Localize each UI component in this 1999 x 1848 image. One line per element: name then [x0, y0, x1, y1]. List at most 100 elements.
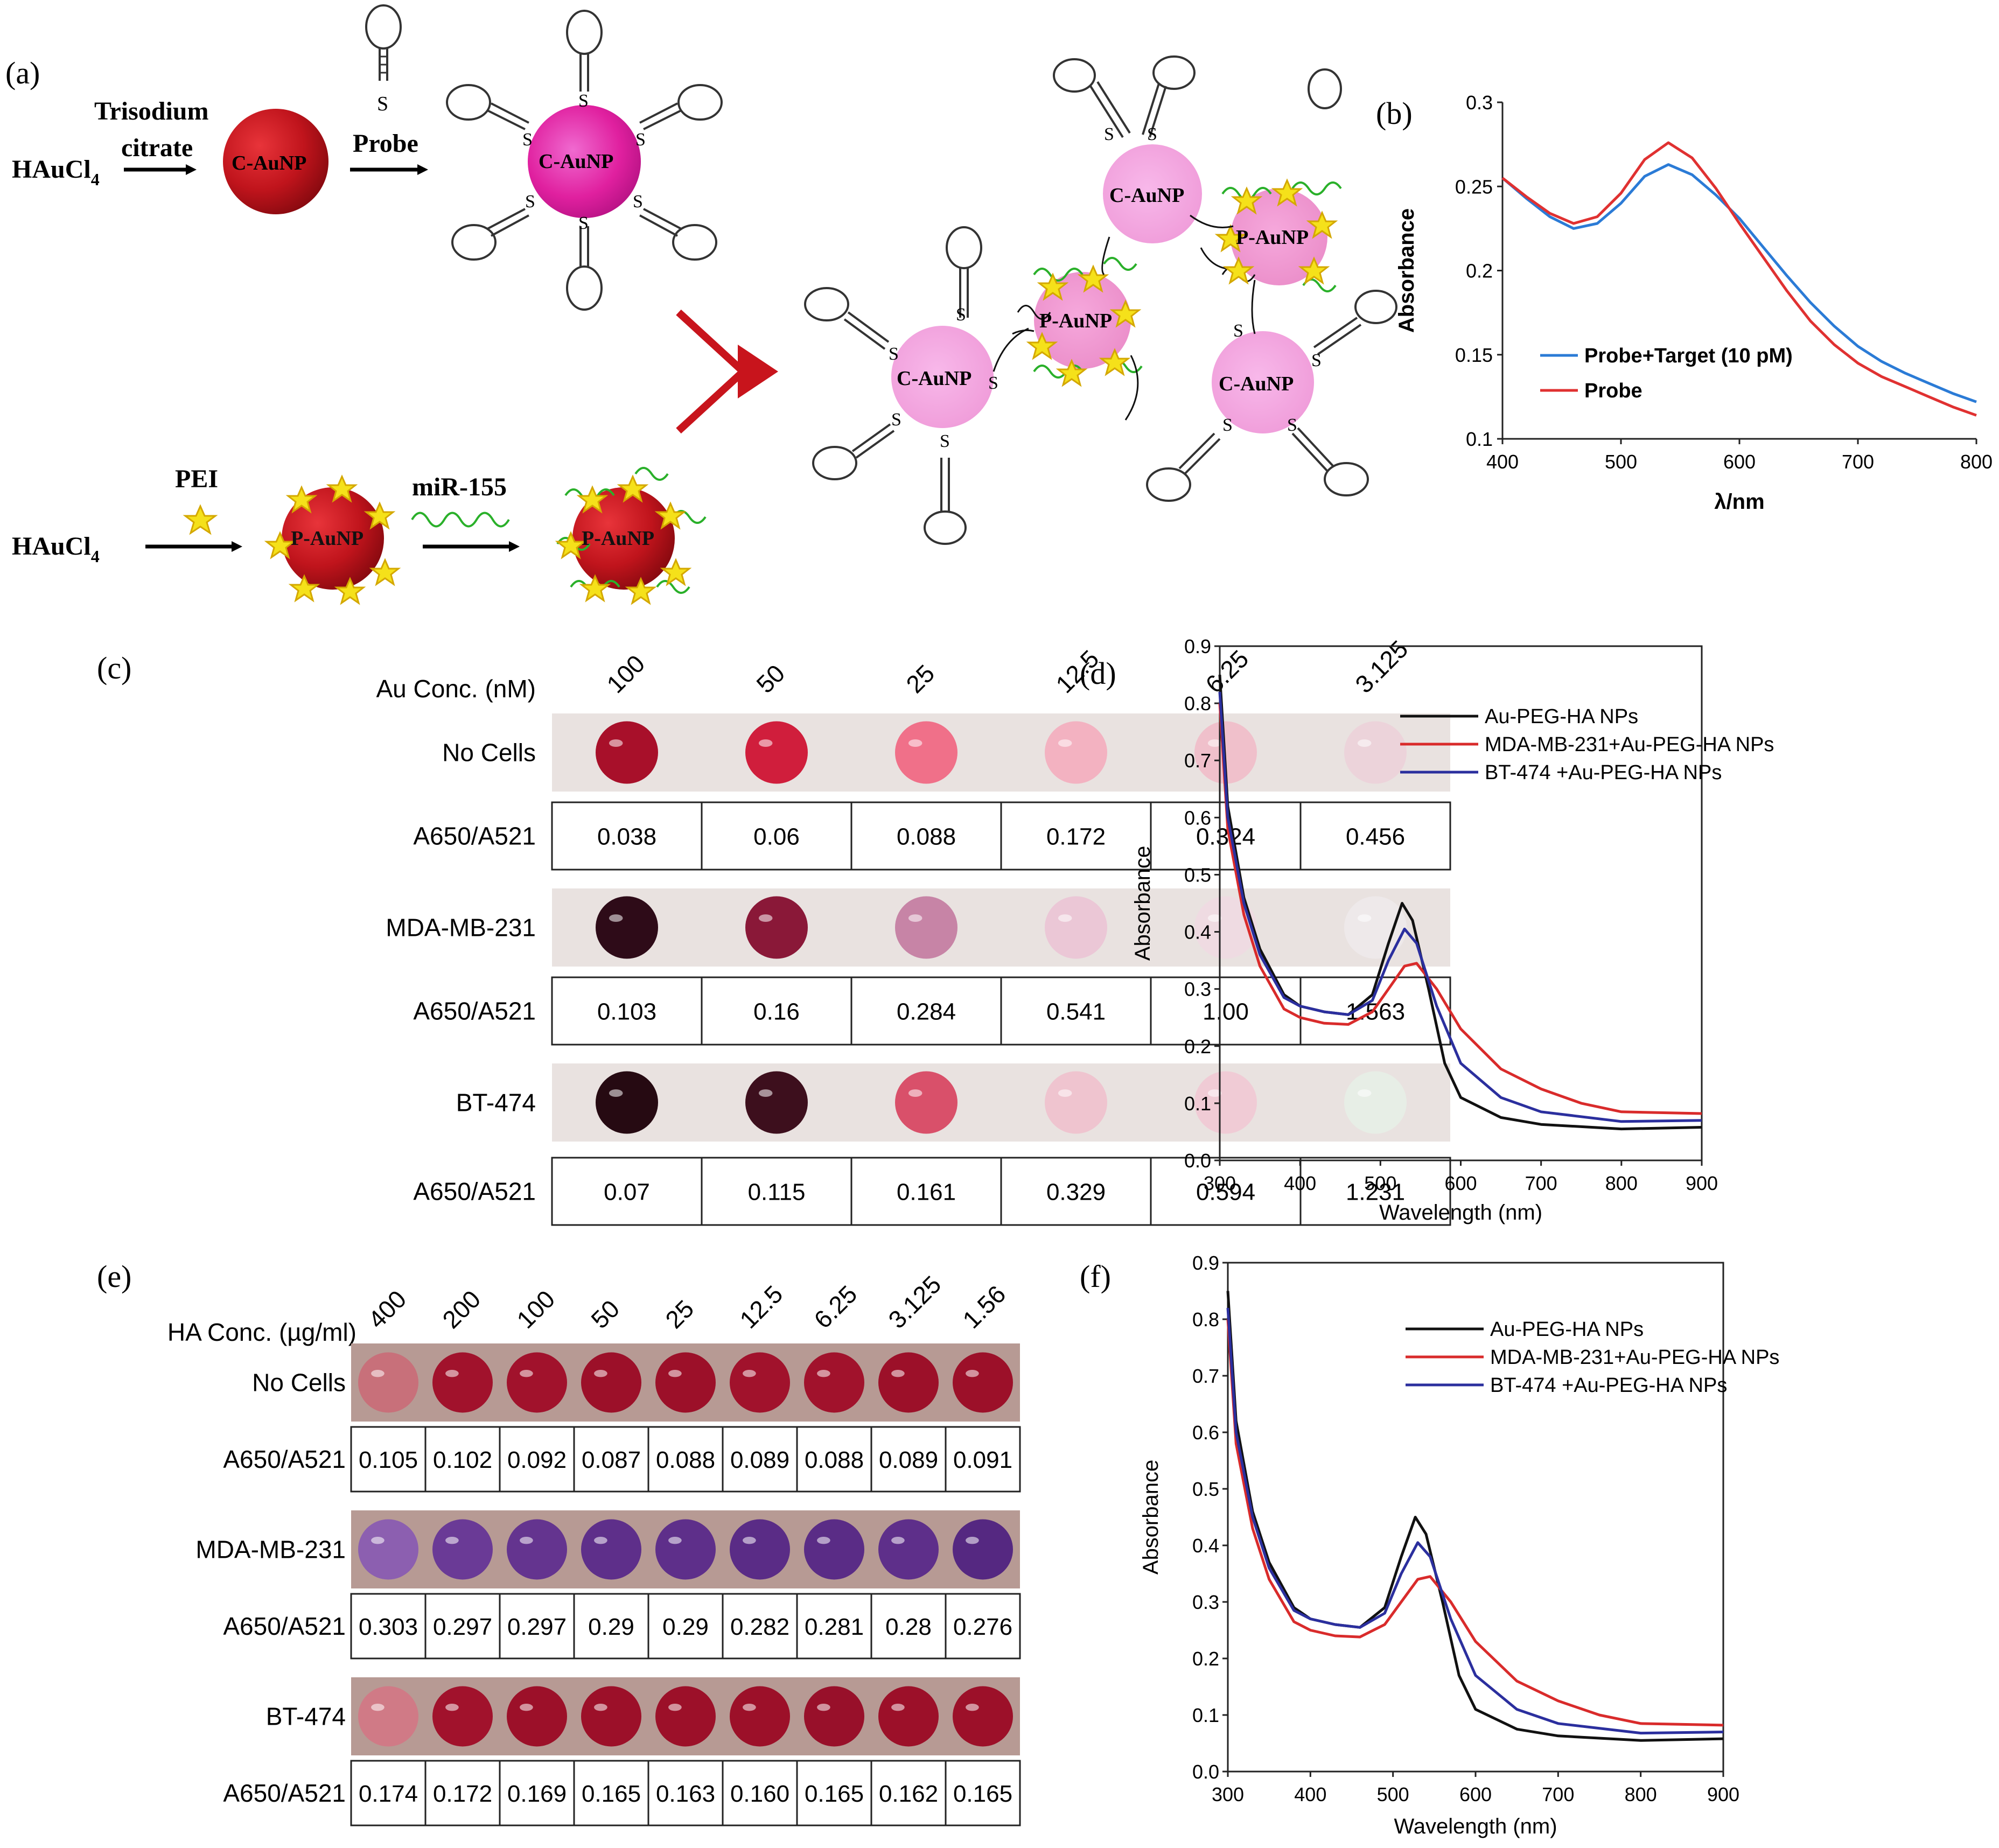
- y-tick-label: 0.0: [1184, 1150, 1211, 1172]
- svg-text:P-AuNP: P-AuNP: [582, 527, 654, 550]
- well: [804, 1352, 864, 1413]
- ratio-cell: [1000, 976, 1152, 1046]
- well-highlight: [817, 1703, 830, 1711]
- ratio-value: 0.172: [433, 1781, 492, 1807]
- mirna-strand-icon: [411, 512, 510, 528]
- well-highlight: [1357, 914, 1372, 922]
- ratio-value: 0.324: [1196, 824, 1255, 850]
- well-strip: [552, 888, 1450, 967]
- ratio-value: 0.088: [897, 824, 956, 850]
- x-tick-label: 400: [1486, 451, 1519, 473]
- well-highlight: [1058, 1089, 1072, 1097]
- concentration-label: 3.125: [1350, 635, 1413, 698]
- svg-text:S: S: [889, 344, 899, 364]
- ratio-value: 0.297: [507, 1614, 567, 1640]
- ratio-cell: [701, 1157, 852, 1226]
- well: [878, 1519, 939, 1580]
- y-tick-label: 0.7: [1184, 750, 1211, 772]
- series-line: [1226, 1319, 1724, 1727]
- y-tick-label: 0.5: [1192, 1478, 1219, 1500]
- ratio-cell: [1150, 1157, 1302, 1226]
- svg-text:S: S: [1311, 351, 1322, 370]
- ratio-value: 0.088: [805, 1447, 864, 1473]
- well-highlight: [891, 1536, 905, 1544]
- well-highlight: [743, 1369, 756, 1377]
- x-tick-label: 600: [1723, 451, 1756, 473]
- ratio-row-label: A650/A521: [223, 1612, 346, 1640]
- well: [1045, 896, 1107, 959]
- ratio-value: 0.088: [656, 1447, 715, 1473]
- concentration-label: 1.56: [957, 1280, 1011, 1334]
- ratio-value: 0.165: [805, 1781, 864, 1807]
- ratio-cell: [573, 1426, 649, 1493]
- ratio-cell: [722, 1760, 798, 1826]
- sample-row-label: No Cells: [442, 739, 536, 767]
- well-highlight: [445, 1536, 459, 1544]
- ratio-cell: [796, 1426, 872, 1493]
- well-highlight: [609, 914, 623, 922]
- y-tick-label: 0.9: [1192, 1252, 1219, 1274]
- ratio-cell: [1000, 801, 1152, 871]
- y-tick-label: 0.15: [1455, 344, 1493, 366]
- ratio-cell: [850, 1157, 1002, 1226]
- x-tick-label: 700: [1542, 1783, 1574, 1805]
- ratio-cell: [1299, 801, 1451, 871]
- chart-b: (b) 400 500 600 700 800 0.1 0.15 0.2 0.25 0.3 λ/nm…: [1376, 92, 1993, 514]
- well: [358, 1352, 418, 1413]
- ratio-value: 0.06: [753, 824, 800, 850]
- svg-text:S: S: [1222, 415, 1233, 435]
- x-tick-label: 300: [1212, 1783, 1244, 1805]
- ratio-cell: [850, 801, 1002, 871]
- x-tick-label: 500: [1377, 1783, 1409, 1805]
- well: [745, 1071, 808, 1134]
- well-highlight: [758, 739, 773, 747]
- well: [1344, 1071, 1407, 1134]
- ratio-value: 0.541: [1046, 999, 1106, 1025]
- well: [1045, 721, 1107, 784]
- x-axis-label: λ/nm: [1714, 490, 1764, 514]
- svg-text:P-AuNP: P-AuNP: [1039, 310, 1112, 332]
- x-tick-label: 700: [1525, 1172, 1557, 1194]
- ratio-cell: [499, 1426, 575, 1493]
- svg-text:P-AuNP: P-AuNP: [1236, 226, 1309, 249]
- x-tick-label: 900: [1707, 1783, 1739, 1805]
- well: [432, 1686, 493, 1747]
- well-highlight: [668, 1703, 682, 1711]
- well-highlight: [817, 1369, 830, 1377]
- well: [1045, 1071, 1107, 1134]
- well: [507, 1352, 567, 1413]
- well: [432, 1519, 493, 1580]
- well-highlight: [594, 1369, 607, 1377]
- well-highlight: [1357, 739, 1372, 747]
- concentration-label: 100: [511, 1285, 560, 1334]
- series-line: [1218, 703, 1702, 1115]
- y-tick-label: 0.6: [1184, 807, 1211, 829]
- ratio-value: 0.594: [1196, 1179, 1255, 1206]
- well: [878, 1352, 939, 1413]
- y-tick-label: 0.4: [1184, 921, 1211, 943]
- well-highlight: [1207, 1089, 1222, 1097]
- well: [581, 1519, 641, 1580]
- well-highlight: [966, 1703, 979, 1711]
- ratio-value: 0.089: [730, 1447, 789, 1473]
- legend-entry: Probe+Target (10 pM): [1584, 345, 1793, 367]
- ratio-cell: [551, 801, 703, 871]
- sample-row-label: MDA-MB-231: [195, 1536, 346, 1564]
- ratio-cell: [1000, 1157, 1152, 1226]
- x-tick-label: 600: [1444, 1172, 1477, 1194]
- well-highlight: [1058, 914, 1072, 922]
- ratio-cell: [945, 1760, 1021, 1826]
- arrow-mir-head: [509, 541, 520, 552]
- ratio-value: 0.162: [879, 1781, 938, 1807]
- ratio-row-label: A650/A521: [223, 1445, 346, 1473]
- arrow-probe-head: [417, 164, 428, 175]
- haucl4-top-label: HAuCl4: [12, 155, 100, 189]
- well: [878, 1686, 939, 1747]
- ratio-value: 0.089: [879, 1447, 938, 1473]
- p-aunp-mirna: P-AuNP: [555, 467, 707, 605]
- svg-text:S: S: [522, 130, 533, 150]
- well-highlight: [891, 1703, 905, 1711]
- y-tick-label: 0.2: [1184, 1035, 1211, 1058]
- well: [730, 1519, 790, 1580]
- svg-text:S: S: [940, 431, 950, 451]
